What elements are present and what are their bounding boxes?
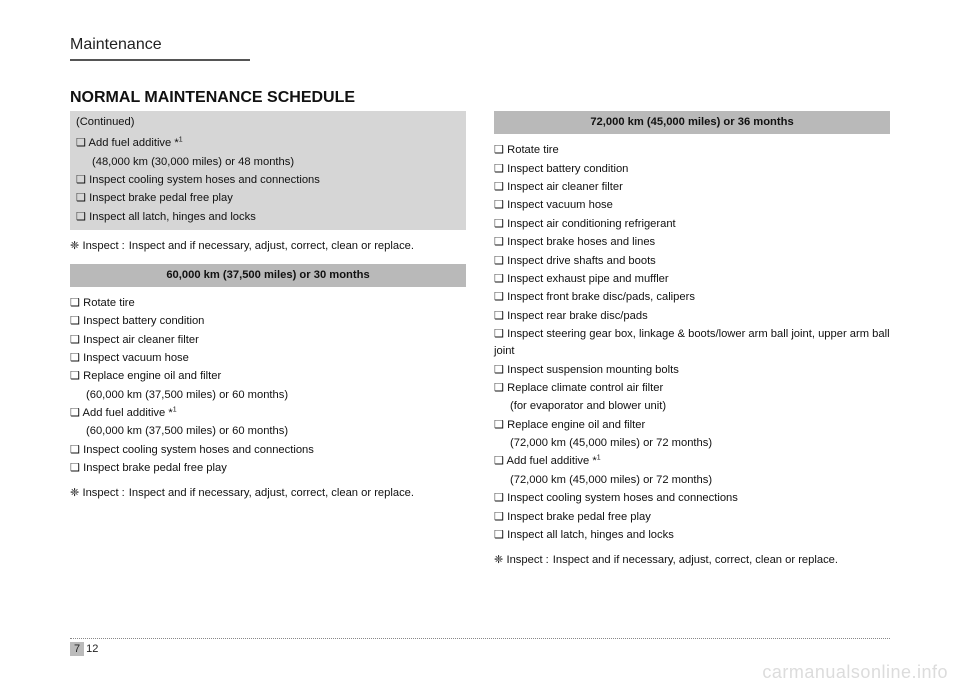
- list-item: ❑ Rotate tire: [494, 142, 890, 159]
- watermark: carmanualsonline.info: [762, 662, 948, 683]
- list-item: ❑ Replace climate control air filter: [494, 380, 890, 397]
- note-text: Inspect and if necessary, adjust, correc…: [129, 485, 466, 502]
- list-item: ❑ Inspect air cleaner filter: [494, 179, 890, 196]
- left-column: (Continued) ❑ Add fuel additive *1 (48,0…: [70, 111, 466, 578]
- page-number: 712: [70, 643, 890, 655]
- list-item: ❑ Inspect cooling system hoses and conne…: [494, 490, 890, 507]
- list-item: ❑ Inspect air cleaner filter: [70, 332, 466, 349]
- note-label: ❈ Inspect :: [70, 485, 129, 502]
- list-item: ❑ Inspect suspension mounting bolts: [494, 362, 890, 379]
- note-label: ❈ Inspect :: [70, 238, 129, 255]
- page-num: 12: [86, 643, 98, 655]
- list-item: ❑ Replace engine oil and filter: [70, 368, 466, 385]
- interval-header: 72,000 km (45,000 miles) or 36 months: [494, 111, 890, 134]
- list-item: (60,000 km (37,500 miles) or 60 months): [70, 423, 466, 440]
- content-columns: (Continued) ❑ Add fuel additive *1 (48,0…: [70, 111, 890, 578]
- list-item: ❑ Add fuel additive *1: [70, 405, 466, 422]
- list-item: ❑ Inspect cooling system hoses and conne…: [70, 442, 466, 459]
- maintenance-list: ❑ Rotate tire ❑ Inspect battery conditio…: [494, 142, 890, 544]
- list-item: ❑ Inspect brake pedal free play: [76, 190, 460, 207]
- list-item: ❑ Inspect air conditioning refrigerant: [494, 216, 890, 233]
- header-rule: [70, 59, 250, 61]
- list-item: ❑ Inspect all latch, hinges and locks: [76, 209, 460, 226]
- list-item: ❑ Inspect steering gear box, linkage & b…: [494, 326, 890, 361]
- note-text: Inspect and if necessary, adjust, correc…: [553, 552, 890, 569]
- continued-label: (Continued): [76, 114, 460, 131]
- section-title: Maintenance: [70, 36, 890, 57]
- list-item: (for evaporator and blower unit): [494, 398, 890, 415]
- list-item: ❑ Inspect exhaust pipe and muffler: [494, 271, 890, 288]
- header-section: Maintenance: [70, 36, 890, 61]
- list-item: (72,000 km (45,000 miles) or 72 months): [494, 472, 890, 489]
- footer-rule: [70, 638, 890, 639]
- list-item: ❑ Inspect battery condition: [70, 313, 466, 330]
- list-item: ❑ Replace engine oil and filter: [494, 417, 890, 434]
- list-item: ❑ Inspect all latch, hinges and locks: [494, 527, 890, 544]
- list-item: ❑ Inspect vacuum hose: [70, 350, 466, 367]
- page-footer: 712: [70, 638, 890, 655]
- interval-header: 60,000 km (37,500 miles) or 30 months: [70, 264, 466, 287]
- list-item: (72,000 km (45,000 miles) or 72 months): [494, 435, 890, 452]
- list-item: ❑ Inspect brake hoses and lines: [494, 234, 890, 251]
- right-column: 72,000 km (45,000 miles) or 36 months ❑ …: [494, 111, 890, 578]
- list-item: ❑ Add fuel additive *1: [494, 453, 890, 470]
- inspect-note: ❈ Inspect : Inspect and if necessary, ad…: [494, 552, 890, 569]
- inspect-note: ❈ Inspect : Inspect and if necessary, ad…: [70, 238, 466, 255]
- chapter-number: 7: [70, 642, 84, 656]
- list-item: ❑ Rotate tire: [70, 295, 466, 312]
- note-text: Inspect and if necessary, adjust, correc…: [129, 238, 466, 255]
- note-label: ❈ Inspect :: [494, 552, 553, 569]
- list-item: ❑ Inspect brake pedal free play: [70, 460, 466, 477]
- list-item: (48,000 km (30,000 miles) or 48 months): [76, 154, 460, 171]
- inspect-note: ❈ Inspect : Inspect and if necessary, ad…: [70, 485, 466, 502]
- list-item: ❑ Add fuel additive *1: [76, 135, 460, 152]
- list-item: ❑ Inspect front brake disc/pads, caliper…: [494, 289, 890, 306]
- list-item: ❑ Inspect rear brake disc/pads: [494, 308, 890, 325]
- page-heading: NORMAL MAINTENANCE SCHEDULE: [70, 89, 890, 107]
- continued-box: (Continued) ❑ Add fuel additive *1 (48,0…: [70, 111, 466, 230]
- list-item: ❑ Inspect cooling system hoses and conne…: [76, 172, 460, 189]
- list-item: (60,000 km (37,500 miles) or 60 months): [70, 387, 466, 404]
- list-item: ❑ Inspect brake pedal free play: [494, 509, 890, 526]
- maintenance-list: ❑ Rotate tire ❑ Inspect battery conditio…: [70, 295, 466, 478]
- list-item: ❑ Inspect vacuum hose: [494, 197, 890, 214]
- list-item: ❑ Inspect drive shafts and boots: [494, 253, 890, 270]
- list-item: ❑ Inspect battery condition: [494, 161, 890, 178]
